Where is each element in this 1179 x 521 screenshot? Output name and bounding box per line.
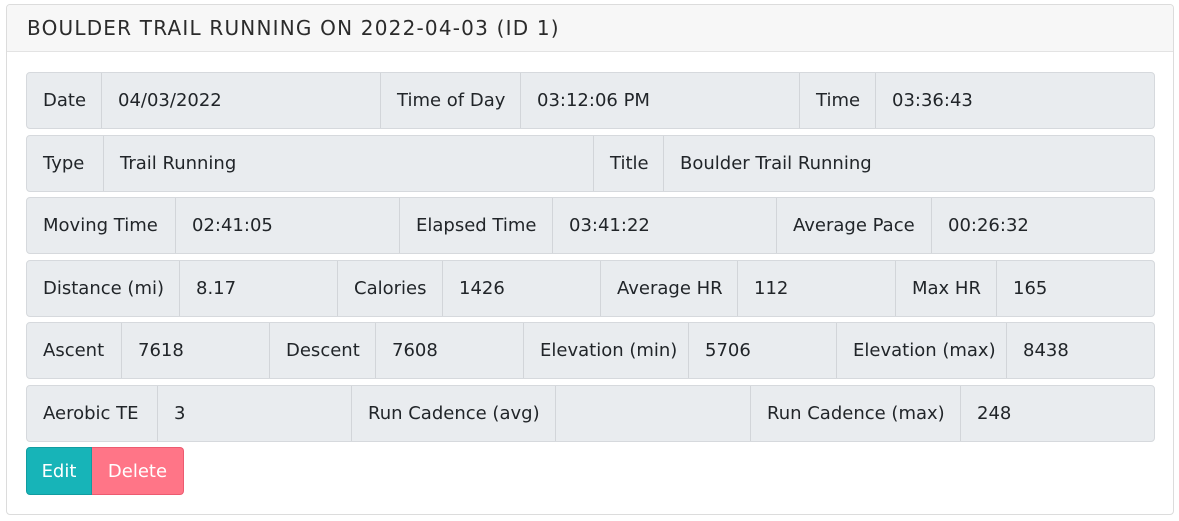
ascent-label: Ascent <box>43 340 105 361</box>
detail-row-elevation: Ascent 7618 Descent 7608 Elevation (min)… <box>26 322 1155 379</box>
elapsed-time-label: Elapsed Time <box>399 198 552 253</box>
detail-row-times: Moving Time 02:41:05 Elapsed Time 03:41:… <box>26 197 1155 254</box>
type-label: Type <box>43 152 85 174</box>
distance-value: 8.17 <box>179 260 337 316</box>
max-hr-value: 165 <box>996 260 1154 316</box>
aerobic-te-value: 3 <box>157 385 351 441</box>
ascent-value: 7618 <box>121 323 269 378</box>
run-cadence-avg-value <box>555 385 750 441</box>
date-value: 04/03/2022 <box>101 73 380 128</box>
average-hr-label: Average HR <box>600 260 737 316</box>
title-label: Title <box>593 135 663 191</box>
time-label: Time <box>799 73 875 128</box>
detail-row-date-time: Date 04/03/2022 Time of Day 03:12:06 PM … <box>26 72 1155 129</box>
action-buttons: Edit Delete <box>26 447 184 495</box>
max-hr-label: Max HR <box>895 260 996 316</box>
average-hr-value: 112 <box>737 260 895 316</box>
delete-button[interactable]: Delete <box>92 447 184 495</box>
moving-time-label: Moving Time <box>43 215 158 236</box>
time-value: 03:36:43 <box>875 73 1154 128</box>
detail-row-type-title: Type Trail Running Title Boulder Trail R… <box>26 134 1155 192</box>
elevation-max-value: 8438 <box>1006 323 1154 378</box>
descent-label: Descent <box>269 323 375 378</box>
activity-card: BOULDER TRAIL RUNNING ON 2022-04-03 (ID … <box>6 4 1174 515</box>
descent-value: 7608 <box>375 323 523 378</box>
time-of-day-label: Time of Day <box>380 73 520 128</box>
calories-value: 1426 <box>442 260 600 316</box>
activity-details: Date 04/03/2022 Time of Day 03:12:06 PM … <box>26 72 1155 447</box>
distance-label: Distance (mi) <box>43 277 165 299</box>
card-title: BOULDER TRAIL RUNNING ON 2022-04-03 (ID … <box>7 5 1173 52</box>
elapsed-time-value: 03:41:22 <box>552 198 776 253</box>
title-value: Boulder Trail Running <box>663 135 1154 191</box>
detail-row-cadence: Aerobic TE 3 Run Cadence (avg) Run Caden… <box>26 384 1155 442</box>
run-cadence-avg-label: Run Cadence (avg) <box>351 385 555 441</box>
run-cadence-max-label: Run Cadence (max) <box>750 385 960 441</box>
detail-row-distance-hr: Distance (mi) 8.17 Calories 1426 Average… <box>26 259 1155 317</box>
edit-button[interactable]: Edit <box>26 447 92 495</box>
elevation-min-label: Elevation (min) <box>523 323 688 378</box>
elevation-max-label: Elevation (max) <box>836 323 1006 378</box>
aerobic-te-label: Aerobic TE <box>43 402 139 424</box>
average-pace-label: Average Pace <box>776 198 931 253</box>
time-of-day-value: 03:12:06 PM <box>520 73 799 128</box>
average-pace-value: 00:26:32 <box>931 198 1154 253</box>
run-cadence-max-value: 248 <box>960 385 1154 441</box>
date-label: Date <box>43 90 87 111</box>
moving-time-value: 02:41:05 <box>175 198 399 253</box>
calories-label: Calories <box>337 260 442 316</box>
elevation-min-value: 5706 <box>688 323 836 378</box>
type-value: Trail Running <box>103 135 593 191</box>
